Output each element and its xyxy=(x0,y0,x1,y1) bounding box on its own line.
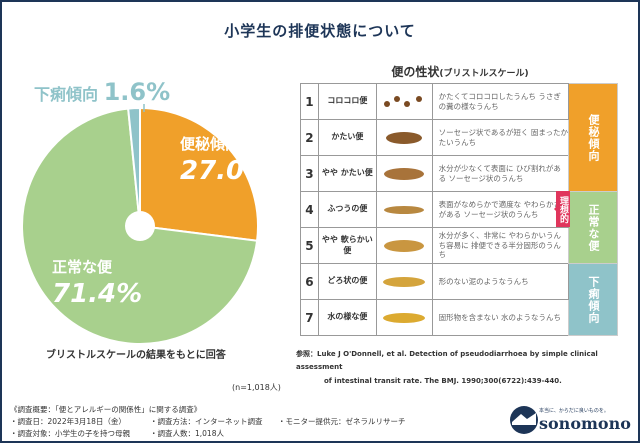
pie-hole xyxy=(125,211,155,241)
category-label: 下痢傾向 xyxy=(568,263,618,336)
page-title: 小学生の排便状態について xyxy=(224,22,416,40)
stool-description: 水分が少なくて表面に ひび割れがある ソーセージ状のうんち xyxy=(431,155,570,192)
survey-summary: 《調査概要：「便とアレルギーの関係性」に関する調査》 ・調査日：2022年3月1… xyxy=(10,404,406,440)
pie-chart xyxy=(21,104,259,345)
pie-slice-0 xyxy=(139,106,259,242)
stool-description: 水分が多く、非常に やわらかいうんち容易に 排便できる半分固形のうんち xyxy=(431,227,570,264)
category-label: 正常な便 xyxy=(568,191,618,264)
ideal-badge: 理想的 xyxy=(554,191,570,227)
stool-name: やや 軟らかい便 xyxy=(317,227,377,264)
table-row: 1 コロコロ便 かたくてコロコロしたうんち うさぎの糞の様なうんち 便秘傾向 xyxy=(300,83,618,192)
pie-slice-2 xyxy=(127,106,141,227)
stool-name: 水の様な便 xyxy=(317,299,377,336)
logo-mark-icon xyxy=(510,406,538,434)
survey-provider: ・モニター提供元：ゼネラルリサーチ xyxy=(278,417,406,426)
table-row: 6 どろ状の便 形のない泥のようなうんち 下痢傾向 xyxy=(300,263,618,336)
row-number: 5 xyxy=(300,227,319,264)
row-number: 3 xyxy=(300,155,319,192)
stool-image xyxy=(375,191,433,228)
survey-method: ・調査方法：インターネット調査 xyxy=(150,417,263,426)
stool-description: 固形物を含まない 水のようなうんち xyxy=(431,299,570,336)
survey-heading: 《調査概要：「便とアレルギーの関係性」に関する調査》 xyxy=(10,405,202,414)
stool-image xyxy=(375,119,433,156)
stool-description: 表面がなめらかで適度な やわらかさがある ソーセージ状のうんち xyxy=(431,191,570,228)
table-row: 3 やや かたい便 水分が少なくて表面に ひび割れがある ソーセージ状のうんち xyxy=(300,155,618,192)
stool-image xyxy=(375,263,433,300)
table-row: 7 水の様な便 固形物を含まない 水のようなうんち xyxy=(300,299,618,336)
row-number: 7 xyxy=(300,299,319,336)
row-number: 2 xyxy=(300,119,319,156)
stool-image xyxy=(375,83,433,120)
sonomono-logo: 本当に、からだに良いものを。 sonomono xyxy=(509,405,631,435)
label-diarrhea: 下痢傾向 1.6% xyxy=(34,78,171,106)
bristol-table: 1 コロコロ便 かたくてコロコロしたうんち うさぎの糞の様なうんち 便秘傾向 2 か… xyxy=(300,83,618,336)
table-row: 2 かたい便 ソーセージ状であるが短く 固まったかたいうんち xyxy=(300,119,618,156)
stool-description: かたくてコロコロしたうんち うさぎの糞の様なうんち xyxy=(431,83,570,120)
stool-image xyxy=(375,299,433,336)
label-constipation: 便秘傾向 27.0% xyxy=(180,135,271,186)
label-normal: 正常な便 71.4% xyxy=(52,258,143,309)
row-number: 6 xyxy=(300,263,319,300)
reference: 参照：Luke J O'Donnell, et al. Detection of… xyxy=(296,350,598,385)
stool-name: やや かたい便 xyxy=(317,155,377,192)
survey-date: ・調査日：2022年3月18日（金） xyxy=(10,417,126,426)
row-number: 1 xyxy=(300,83,319,120)
table-row: 5 やや 軟らかい便 水分が多く、非常に やわらかいうんち容易に 排便できる半分… xyxy=(300,227,618,264)
stool-name: かたい便 xyxy=(317,119,377,156)
stool-name: コロコロ便 xyxy=(317,83,377,120)
stool-description: 形のない泥のようなうんち xyxy=(431,263,570,300)
stool-name: ふつうの便 xyxy=(317,191,377,228)
chart-subtitle: ブリストルスケールの結果をもとに回答 xyxy=(46,350,226,361)
stool-image xyxy=(375,227,433,264)
row-number: 4 xyxy=(300,191,319,228)
survey-count: ・調査人数：1,018人 xyxy=(150,429,224,438)
sample-size: (n=1,018人) xyxy=(232,383,281,392)
stool-description: ソーセージ状であるが短く 固まったかたいうんち xyxy=(431,119,570,156)
survey-target: ・調査対象：小学生の子を持つ母親 xyxy=(10,429,130,438)
table-row: 4 ふつうの便 表面がなめらかで適度な やわらかさがある ソーセージ状のうんち正… xyxy=(300,191,618,264)
category-label: 便秘傾向 xyxy=(568,83,618,192)
stool-image xyxy=(375,155,433,192)
table-title: 便の性状(ブリストルスケール) xyxy=(391,65,529,79)
stool-name: どろ状の便 xyxy=(317,263,377,300)
